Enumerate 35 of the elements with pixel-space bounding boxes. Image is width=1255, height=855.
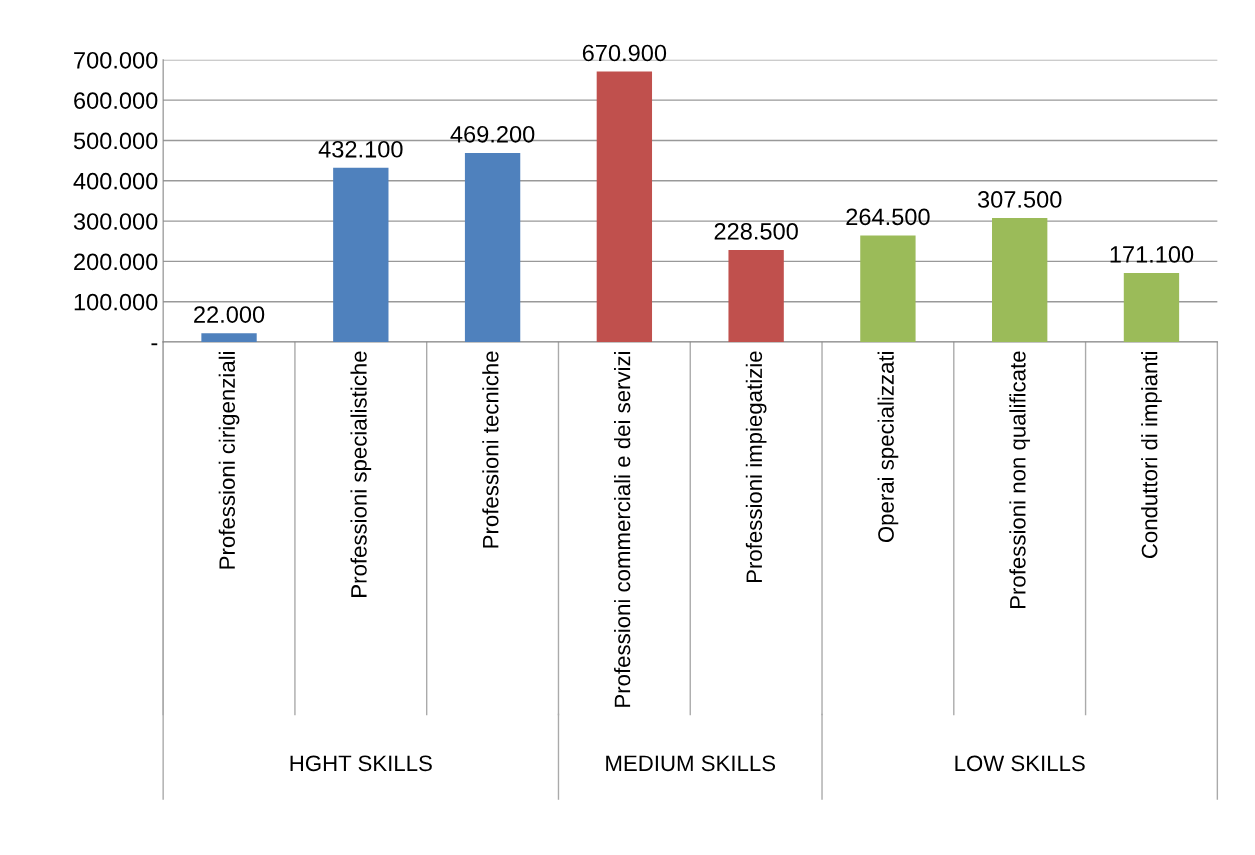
bar	[333, 167, 389, 342]
data-label: 670.900	[582, 44, 667, 62]
y-tick-label: 600.000	[74, 92, 158, 109]
y-tick-label: 200.000	[74, 253, 158, 271]
bar	[728, 249, 784, 342]
data-label: 307.500	[977, 191, 1062, 208]
y-tick-label: -	[151, 343, 158, 346]
y-tick-label: 100.000	[74, 293, 158, 311]
data-label: 22.000	[194, 306, 265, 323]
data-label: 171.100	[1110, 246, 1194, 263]
y-tick-label: 700.000	[74, 51, 158, 69]
x-tick-label: Conduttori di impianti	[1141, 351, 1162, 559]
text: HGHT SKILLS	[290, 755, 432, 772]
bar	[464, 152, 521, 342]
text: MEDIUM SKILLS	[606, 755, 776, 772]
data-label: 264.500	[846, 208, 930, 226]
bar	[596, 71, 653, 342]
x-tick-label: Professioni commerciali e dei servizi	[614, 351, 631, 707]
x-tick-label: Professioni non qualificate	[1009, 351, 1031, 609]
bar	[201, 333, 257, 342]
x-tick-label: Professioni cirigenziali	[218, 351, 240, 569]
x-tick-label: Professioni specialistiche	[350, 351, 372, 597]
bar	[1123, 273, 1180, 342]
bar	[860, 235, 916, 342]
text: LOW SKILLS	[955, 755, 1085, 772]
data-label: 228.500	[714, 222, 798, 240]
data-label: 432.100	[318, 140, 403, 158]
bar	[992, 218, 1048, 342]
x-tick-label: Operai specializzati	[877, 351, 899, 543]
y-tick-label: 500.000	[73, 132, 158, 150]
y-tick-label: 400.000	[73, 172, 158, 190]
x-tick-label: Professioni tecniche	[482, 351, 499, 548]
data-label: 469.200	[450, 125, 535, 143]
x-tick-label: Professioni impiegatizie	[745, 351, 767, 583]
y-tick-label: 300.000	[73, 213, 158, 230]
